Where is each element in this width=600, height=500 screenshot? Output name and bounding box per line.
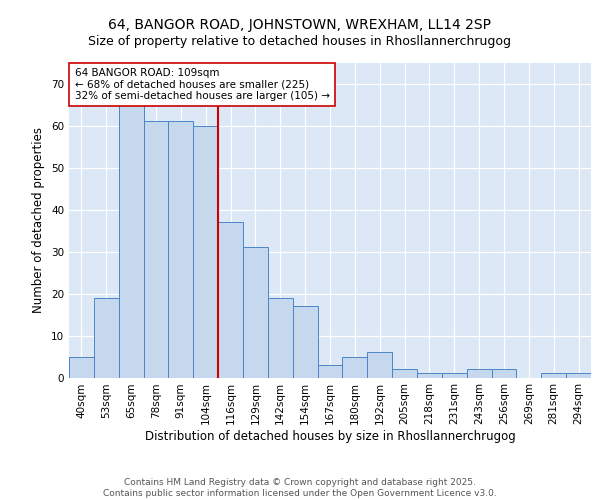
Bar — [169, 122, 193, 378]
Bar — [317, 365, 343, 378]
Bar — [541, 374, 566, 378]
Bar — [119, 104, 143, 378]
Bar — [491, 369, 517, 378]
Bar — [218, 222, 243, 378]
Text: 64, BANGOR ROAD, JOHNSTOWN, WREXHAM, LL14 2SP: 64, BANGOR ROAD, JOHNSTOWN, WREXHAM, LL1… — [109, 18, 491, 32]
Text: Size of property relative to detached houses in Rhosllannerchrugog: Size of property relative to detached ho… — [89, 35, 511, 48]
X-axis label: Distribution of detached houses by size in Rhosllannerchrugog: Distribution of detached houses by size … — [145, 430, 515, 443]
Text: Contains HM Land Registry data © Crown copyright and database right 2025.
Contai: Contains HM Land Registry data © Crown c… — [103, 478, 497, 498]
Bar — [69, 356, 94, 378]
Bar — [268, 298, 293, 378]
Bar — [417, 374, 442, 378]
Y-axis label: Number of detached properties: Number of detached properties — [32, 127, 46, 313]
Bar — [143, 122, 169, 378]
Bar — [343, 356, 367, 378]
Bar — [392, 369, 417, 378]
Bar — [94, 298, 119, 378]
Bar — [293, 306, 317, 378]
Bar — [193, 126, 218, 378]
Bar — [442, 374, 467, 378]
Bar — [243, 248, 268, 378]
Text: 64 BANGOR ROAD: 109sqm
← 68% of detached houses are smaller (225)
32% of semi-de: 64 BANGOR ROAD: 109sqm ← 68% of detached… — [74, 68, 329, 102]
Bar — [367, 352, 392, 378]
Bar — [566, 374, 591, 378]
Bar — [467, 369, 491, 378]
